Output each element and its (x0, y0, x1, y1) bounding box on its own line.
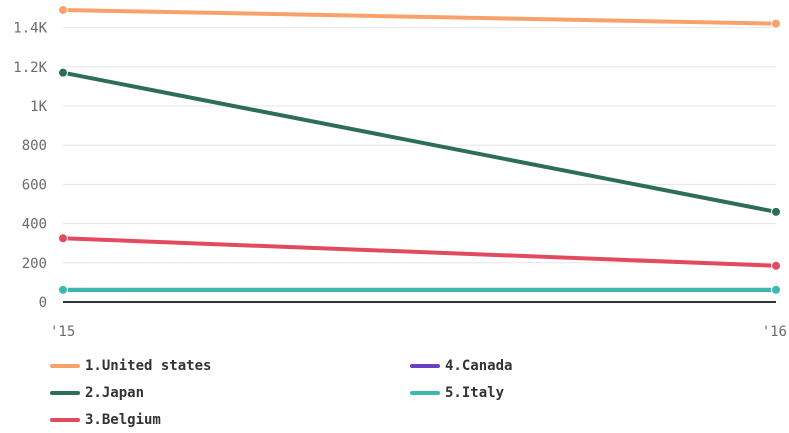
y-tick-label: 0 (39, 295, 47, 311)
x-axis-ticks: '15 '16 (50, 324, 787, 340)
legend-swatch (50, 390, 80, 395)
chart-legend: 1.United states 4.Canada 2.Japan 5.Italy 3.B… (50, 352, 770, 433)
series-line (61, 7, 778, 26)
legend-swatch (410, 390, 440, 395)
legend-label: 3.Belgium (85, 411, 161, 428)
legend-label: 2.Japan (85, 384, 145, 401)
legend-label: 4.Canada (445, 357, 513, 374)
line-chart: 0 200 400 600 800 1K 1.2K 1.4K '15 '16 (13, 4, 787, 340)
x-tick-label: '16 (762, 324, 787, 340)
y-tick-label: 800 (22, 138, 47, 154)
legend-label: 5.Italy (445, 384, 505, 401)
y-tick-label: 600 (22, 177, 47, 193)
x-tick-label: '15 (50, 324, 75, 340)
grid-lines (63, 27, 776, 264)
legend-swatch (410, 363, 440, 368)
series-1 (58, 4, 781, 29)
data-point[interactable] (771, 260, 781, 271)
legend-item[interactable]: 3.Belgium (50, 406, 410, 433)
y-tick-label: 1K (30, 99, 47, 115)
data-point[interactable] (58, 4, 68, 15)
legend-swatch (50, 363, 80, 368)
series-2 (58, 67, 781, 217)
legend-item[interactable]: 5.Italy (410, 379, 770, 406)
series-3 (58, 233, 781, 271)
data-point[interactable] (58, 67, 68, 78)
y-axis-ticks: 0 200 400 600 800 1K 1.2K 1.4K (13, 21, 47, 311)
data-point[interactable] (771, 206, 781, 217)
series-line (61, 236, 778, 268)
legend-label: 1.United states (85, 357, 212, 374)
y-tick-label: 1.4K (13, 21, 47, 37)
legend-swatch (50, 417, 80, 422)
legend-item[interactable]: 1.United states (50, 352, 410, 379)
legend-item[interactable]: 2.Japan (50, 379, 410, 406)
y-tick-label: 400 (22, 217, 47, 233)
data-point[interactable] (58, 233, 68, 244)
data-point[interactable] (771, 18, 781, 29)
y-tick-label: 200 (22, 256, 47, 272)
series-line (61, 70, 778, 214)
series-lines (58, 4, 781, 295)
y-tick-label: 1.2K (13, 60, 47, 76)
legend-item[interactable]: 4.Canada (410, 352, 770, 379)
data-point[interactable] (58, 284, 68, 295)
data-point[interactable] (771, 284, 781, 295)
series-5 (58, 284, 781, 295)
